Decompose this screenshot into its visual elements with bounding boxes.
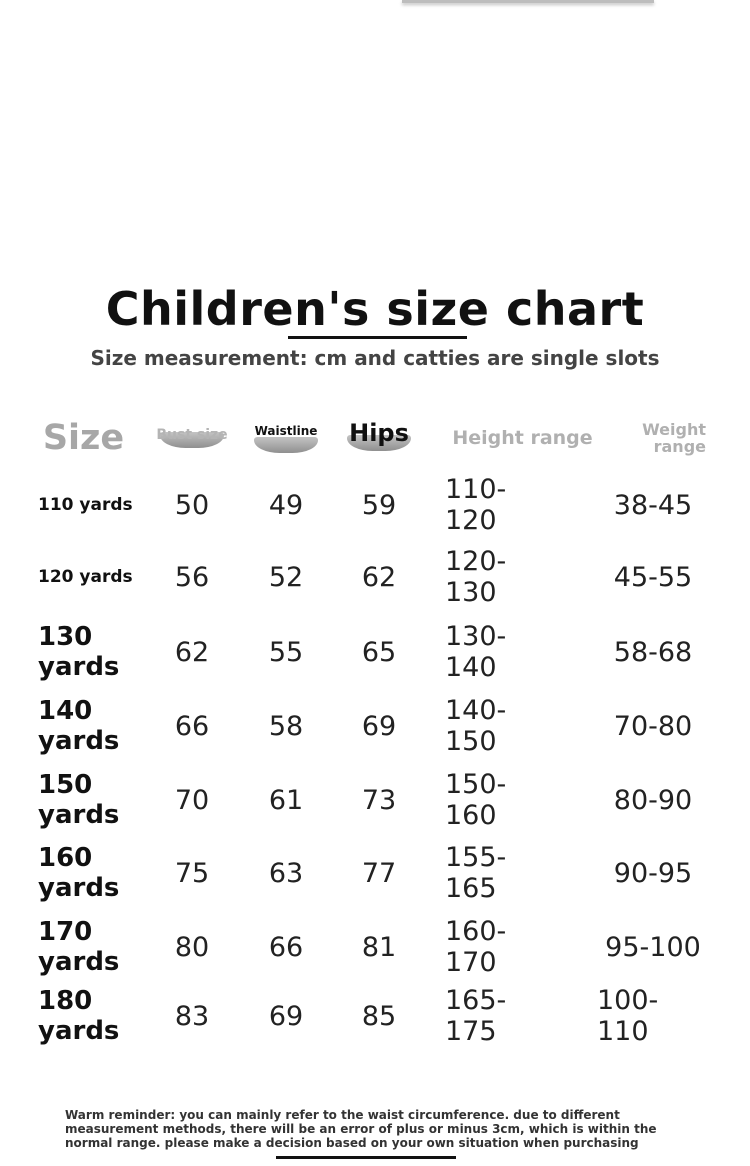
- header-bust-pill: [160, 432, 224, 448]
- row-bust: 66: [174, 710, 210, 742]
- row-waist: 61: [268, 784, 304, 816]
- row-weight: 70-80: [613, 710, 693, 742]
- row-hips: 62: [361, 561, 397, 593]
- row-waist: 63: [268, 857, 304, 889]
- row-bust: 75: [174, 857, 210, 889]
- row-weight: 80-90: [613, 784, 693, 816]
- table-row: 120 yards 56 52 62 120-130 45-55: [0, 546, 750, 608]
- bottom-divider: [276, 1156, 456, 1159]
- header-waist-pill: [254, 436, 318, 453]
- row-waist: 58: [268, 710, 304, 742]
- row-waist: 55: [268, 636, 304, 668]
- row-height: 140-150: [445, 695, 507, 757]
- row-weight: 58-68: [613, 636, 693, 668]
- row-weight: 45-55: [613, 561, 693, 593]
- row-height: 165-175: [445, 985, 507, 1047]
- row-height: 150-160: [445, 769, 507, 831]
- row-waist: 69: [268, 1000, 304, 1032]
- row-bust: 56: [174, 561, 210, 593]
- header-bust: Bust size: [156, 410, 228, 466]
- page-subtitle: Size measurement: cm and catties are sin…: [90, 346, 660, 370]
- row-weight: 38-45: [613, 489, 693, 521]
- row-waist: 52: [268, 561, 304, 593]
- table-row: 160 yards 75 63 77 155-165 90-95: [0, 842, 750, 904]
- row-weight: 100-110: [597, 985, 659, 1047]
- table-row: 140 yards 66 58 69 140-150 70-80: [0, 695, 750, 757]
- row-weight: 90-95: [613, 857, 693, 889]
- row-size: 140 yards: [38, 696, 120, 756]
- row-waist: 66: [268, 931, 304, 963]
- row-height: 110-120: [445, 474, 507, 536]
- header-hips: Hips: [343, 410, 415, 466]
- row-size: 180 yards: [38, 986, 120, 1046]
- row-hips: 65: [361, 636, 397, 668]
- table-row: 110 yards 50 49 59 110-120 38-45: [0, 474, 750, 536]
- header-waist: Waistline: [250, 410, 322, 466]
- row-size: 160 yards: [38, 843, 120, 903]
- header-hips-label: Hips: [349, 418, 409, 447]
- row-weight: 95-100: [605, 931, 701, 963]
- header-hips-pill: [347, 434, 411, 451]
- table-row: 130 yards 62 55 65 130-140 58-68: [0, 621, 750, 683]
- page-title: Children's size chart: [105, 282, 645, 336]
- row-height: 120-130: [445, 546, 507, 608]
- header-waist-label: Waistline: [254, 423, 318, 438]
- row-size: 110 yards: [38, 495, 133, 515]
- row-waist: 49: [268, 489, 304, 521]
- row-size: 130 yards: [38, 622, 120, 682]
- header-weight: Weight range: [642, 420, 706, 456]
- row-bust: 80: [174, 931, 210, 963]
- top-divider: [402, 0, 654, 3]
- row-hips: 85: [361, 1000, 397, 1032]
- row-bust: 50: [174, 489, 210, 521]
- row-size: 170 yards: [38, 917, 120, 977]
- row-height: 160-170: [445, 916, 507, 978]
- title-underline: [288, 336, 467, 339]
- row-size: 150 yards: [38, 770, 120, 830]
- header-size: Size: [42, 418, 125, 458]
- row-hips: 81: [361, 931, 397, 963]
- row-size: 120 yards: [38, 567, 133, 587]
- row-hips: 77: [361, 857, 397, 889]
- table-row: 180 yards 83 69 85 165-175 100-110: [0, 985, 750, 1047]
- row-hips: 59: [361, 489, 397, 521]
- row-hips: 69: [361, 710, 397, 742]
- row-height: 130-140: [445, 621, 507, 683]
- row-hips: 73: [361, 784, 397, 816]
- table-row: 170 yards 80 66 81 160-170 95-100: [0, 916, 750, 978]
- warm-reminder-note: Warm reminder: you can mainly refer to t…: [65, 1108, 657, 1150]
- header-height: Height range: [452, 427, 593, 449]
- row-bust: 70: [174, 784, 210, 816]
- row-bust: 62: [174, 636, 210, 668]
- header-bust-label: Bust size: [156, 427, 228, 443]
- table-row: 150 yards 70 61 73 150-160 80-90: [0, 769, 750, 831]
- row-height: 155-165: [445, 842, 507, 904]
- row-bust: 83: [174, 1000, 210, 1032]
